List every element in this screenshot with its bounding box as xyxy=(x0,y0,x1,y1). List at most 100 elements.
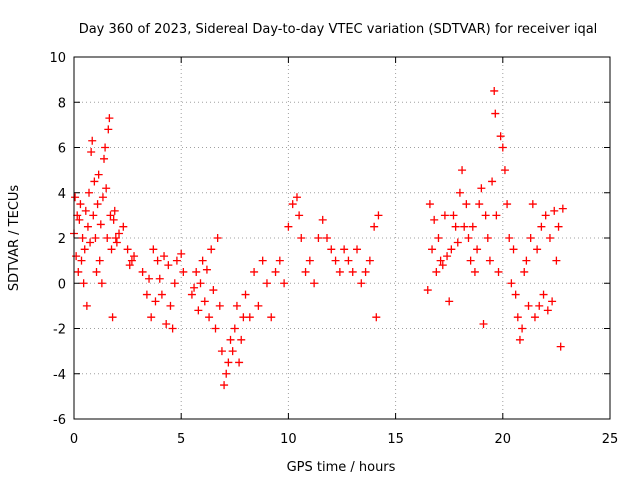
data-point xyxy=(548,297,557,306)
data-point xyxy=(217,347,226,356)
data-point xyxy=(151,297,160,306)
data-point xyxy=(179,267,188,276)
data-point xyxy=(86,238,95,247)
data-point xyxy=(72,252,81,261)
data-point xyxy=(115,229,124,238)
y-tick-label: -2 xyxy=(53,323,66,338)
data-points xyxy=(70,86,567,390)
plot-frame xyxy=(73,56,611,420)
data-point xyxy=(425,200,434,209)
data-point xyxy=(93,200,102,209)
data-point xyxy=(71,193,80,202)
data-point xyxy=(81,206,90,215)
x-tick-label: 25 xyxy=(602,432,619,447)
data-point xyxy=(451,222,460,231)
data-point xyxy=(170,279,179,288)
data-point xyxy=(224,358,233,367)
data-point xyxy=(331,256,340,265)
x-tick-label: 5 xyxy=(177,432,185,447)
data-point xyxy=(112,238,121,247)
data-point xyxy=(500,166,509,175)
data-point xyxy=(533,245,542,254)
data-point xyxy=(75,215,84,224)
data-point xyxy=(445,297,454,306)
data-point xyxy=(94,170,103,179)
data-point xyxy=(537,222,546,231)
data-point xyxy=(96,220,105,229)
data-point xyxy=(430,215,439,224)
data-point xyxy=(327,245,336,254)
data-point xyxy=(213,234,222,242)
data-point xyxy=(314,234,323,242)
y-tick-label: -4 xyxy=(53,368,66,383)
data-point xyxy=(147,313,156,322)
data-point xyxy=(88,136,97,145)
data-point xyxy=(82,301,91,310)
data-point xyxy=(543,306,552,315)
data-point xyxy=(545,234,554,242)
data-point xyxy=(496,132,505,141)
data-point xyxy=(123,245,132,254)
data-point xyxy=(541,211,550,220)
data-point xyxy=(507,279,516,288)
data-point xyxy=(492,211,501,220)
data-point xyxy=(111,234,120,242)
data-point xyxy=(101,143,110,152)
data-point xyxy=(103,234,112,242)
data-point xyxy=(232,301,241,310)
data-point xyxy=(340,245,349,254)
data-point xyxy=(119,222,128,231)
data-point xyxy=(483,234,492,242)
data-point xyxy=(98,193,107,202)
data-point xyxy=(87,148,96,157)
data-point xyxy=(192,267,201,276)
data-point xyxy=(481,211,490,220)
data-point xyxy=(209,286,218,295)
data-point xyxy=(157,290,166,299)
data-point xyxy=(301,267,310,276)
data-point xyxy=(207,245,216,254)
data-point xyxy=(498,143,507,152)
data-point xyxy=(187,290,196,299)
y-tick-label: 4 xyxy=(58,187,66,202)
data-point xyxy=(125,261,134,270)
data-point xyxy=(250,267,259,276)
data-point xyxy=(155,274,164,283)
data-point xyxy=(76,200,85,209)
data-point xyxy=(428,245,437,254)
data-point xyxy=(440,211,449,220)
data-point xyxy=(284,222,293,231)
data-point xyxy=(509,245,518,254)
data-point xyxy=(104,125,113,134)
data-point xyxy=(357,279,366,288)
data-point xyxy=(92,267,101,276)
data-point xyxy=(164,261,173,270)
data-point xyxy=(513,313,522,322)
y-tick-label: 2 xyxy=(58,232,66,247)
data-point xyxy=(335,267,344,276)
data-point xyxy=(235,358,244,367)
data-point xyxy=(102,184,111,193)
data-point xyxy=(215,301,224,310)
data-point xyxy=(78,234,87,242)
data-point xyxy=(109,215,118,224)
data-point xyxy=(488,177,497,186)
data-point xyxy=(130,252,139,261)
data-point xyxy=(241,290,250,299)
data-point xyxy=(344,256,353,265)
x-tick-label: 20 xyxy=(495,432,512,447)
x-tick-label: 15 xyxy=(387,432,404,447)
data-point xyxy=(361,267,370,276)
data-point xyxy=(168,324,177,333)
y-tick-label: 0 xyxy=(58,277,66,292)
data-point xyxy=(479,319,488,328)
y-axis-label: SDTVAR / TECUs xyxy=(7,185,22,292)
data-point xyxy=(468,222,477,231)
data-point xyxy=(254,301,263,310)
data-point xyxy=(466,256,475,265)
data-point xyxy=(295,211,304,220)
data-point xyxy=(490,86,499,95)
data-point xyxy=(447,245,456,254)
data-point xyxy=(138,267,147,276)
x-axis-label: GPS time / hours xyxy=(287,460,396,475)
